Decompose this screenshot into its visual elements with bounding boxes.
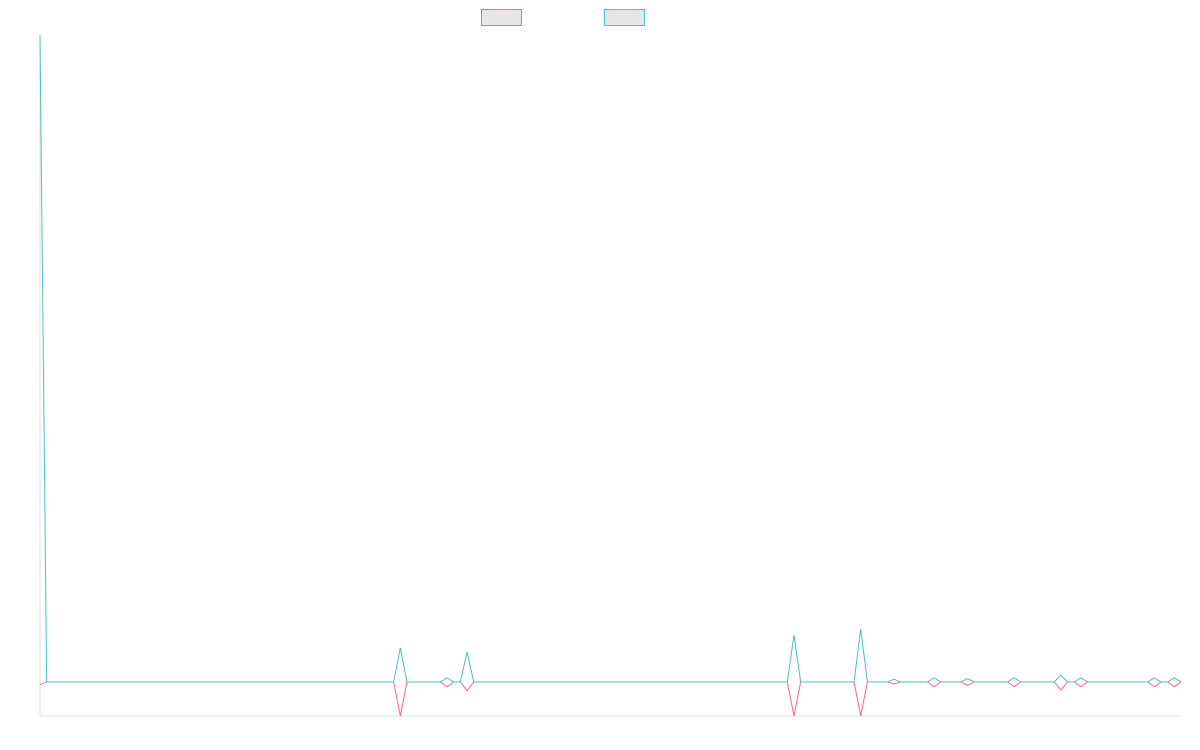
series-line — [39, 34, 1182, 683]
legend-swatch[interactable] — [604, 9, 645, 26]
legend-swatch[interactable] — [481, 9, 522, 26]
series-line — [39, 681, 1182, 717]
